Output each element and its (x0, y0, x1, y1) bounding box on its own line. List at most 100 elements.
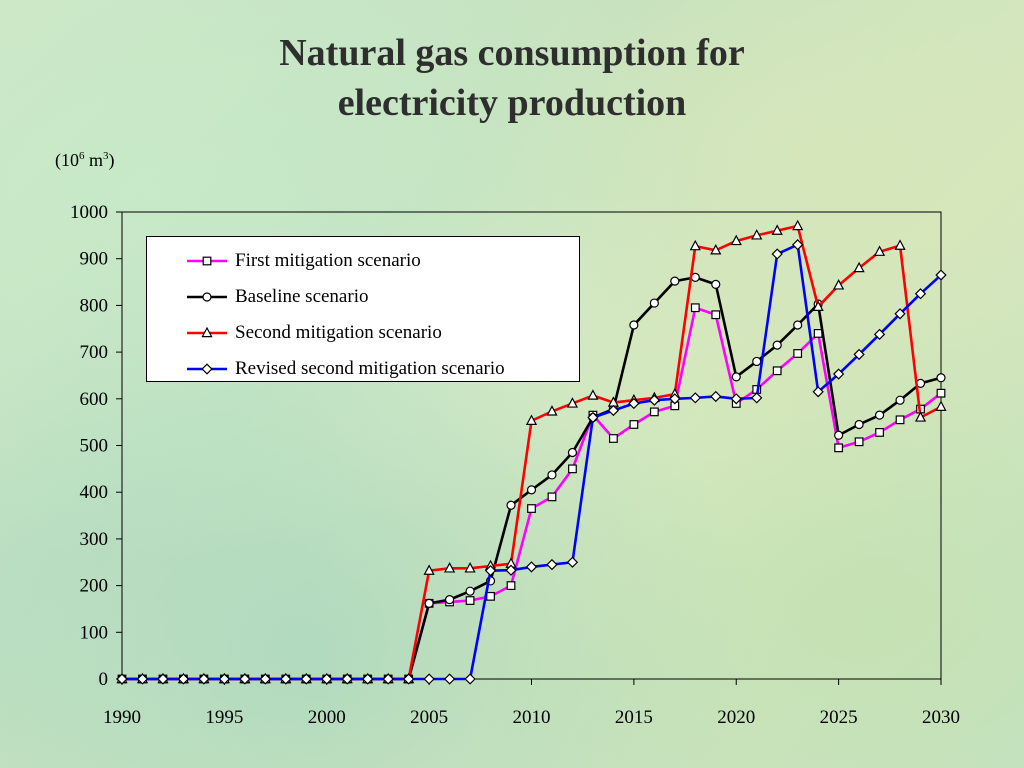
data-point (689, 239, 701, 251)
data-point (567, 447, 578, 458)
data-point (424, 598, 434, 608)
y-tick-label: 500 (80, 436, 109, 457)
data-point (547, 492, 557, 502)
legend-item: First mitigation scenario (147, 243, 579, 279)
data-point (935, 400, 947, 411)
unit-prefix: (10 (55, 150, 79, 170)
data-point (648, 394, 660, 406)
data-point (362, 673, 374, 685)
data-point (812, 300, 824, 312)
data-point (259, 673, 271, 685)
data-point (464, 562, 476, 573)
data-point (875, 428, 884, 437)
data-point (465, 596, 475, 605)
data-point (670, 276, 680, 286)
series-4 (116, 239, 947, 685)
data-point (772, 340, 782, 350)
data-point (854, 437, 864, 447)
data-point (198, 673, 210, 685)
data-point (484, 565, 497, 577)
data-point (854, 419, 864, 430)
data-point (566, 556, 579, 568)
data-point (629, 320, 639, 330)
data-point (443, 562, 456, 573)
legend-swatch (187, 292, 227, 302)
legend-label: Baseline scenario (235, 286, 369, 307)
data-point (752, 356, 762, 367)
unit-exponent-1: 6 (79, 150, 85, 162)
data-point (403, 673, 415, 685)
data-point (894, 239, 906, 250)
data-point (628, 397, 640, 410)
data-point (669, 393, 681, 405)
y-tick-label: 700 (80, 342, 109, 363)
data-point (914, 411, 927, 422)
data-point (136, 673, 149, 685)
data-point (177, 673, 190, 685)
legend-item: Revised second mitigation scenario (147, 351, 579, 387)
data-point (649, 407, 659, 417)
data-point (914, 288, 927, 300)
data-point (341, 673, 353, 685)
chart-title-line-1: Natural gas consumption for (279, 32, 745, 74)
data-point (853, 261, 865, 273)
data-point (239, 673, 251, 685)
legend-item: Second mitigation scenario (147, 315, 579, 351)
data-point (525, 561, 538, 573)
legend-item: Baseline scenario (147, 279, 579, 315)
data-point (711, 279, 721, 289)
data-point (710, 390, 722, 403)
data-point (300, 673, 312, 685)
data-point (629, 420, 639, 429)
data-point (690, 303, 700, 313)
data-point (546, 405, 558, 416)
data-point (751, 229, 763, 240)
y-tick-label: 900 (80, 249, 109, 270)
data-point (730, 393, 742, 405)
y-tick-label: 800 (80, 295, 109, 316)
unit-mid: m (84, 150, 104, 170)
data-point (771, 224, 783, 235)
data-point (793, 349, 803, 358)
data-point (280, 673, 292, 685)
data-point (812, 386, 824, 398)
unit-suffix: ) (108, 150, 115, 170)
y-tick-label: 400 (80, 482, 109, 503)
legend-swatch-marker (202, 256, 212, 266)
data-point (464, 673, 476, 685)
data-point (547, 470, 557, 480)
y-tick-label: 100 (80, 622, 109, 643)
data-point (546, 558, 558, 571)
y-tick-label: 300 (80, 529, 109, 550)
data-point (936, 388, 946, 398)
chart-legend: First mitigation scenario Baseline scenar… (146, 236, 580, 382)
data-point (751, 392, 763, 404)
data-point (607, 404, 620, 417)
data-point (731, 372, 741, 382)
legend-swatch-marker (201, 363, 213, 375)
data-point (895, 415, 905, 425)
data-point (527, 504, 536, 513)
legend-swatch-marker (201, 326, 213, 338)
y-axis-unit-label: (106 m3) (55, 150, 115, 171)
legend-swatch (187, 326, 227, 338)
data-point (157, 673, 169, 685)
data-point (834, 430, 844, 440)
data-point (710, 244, 722, 255)
data-point (813, 329, 823, 338)
data-point (853, 348, 865, 361)
legend-swatch-marker (202, 292, 212, 302)
chart-title: Natural gas consumption for electricity … (0, 28, 1024, 128)
data-point (486, 591, 495, 601)
legend-label: Revised second mitigation scenario (235, 358, 505, 379)
x-tick-label: 2020 (717, 707, 755, 728)
data-point (321, 673, 333, 685)
data-point (587, 411, 599, 424)
data-point (936, 373, 946, 383)
data-point (649, 298, 659, 308)
data-point (873, 245, 886, 256)
chart-title-line-2: electricity production (337, 82, 687, 124)
data-point (443, 673, 456, 685)
y-tick-label: 0 (99, 669, 109, 690)
